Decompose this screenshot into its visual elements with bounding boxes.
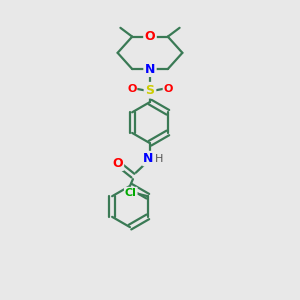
Text: N: N	[143, 152, 154, 165]
Text: O: O	[145, 30, 155, 43]
Text: N: N	[145, 62, 155, 76]
Text: Cl: Cl	[125, 188, 137, 198]
Text: O: O	[127, 84, 136, 94]
Text: O: O	[112, 157, 123, 170]
Text: O: O	[164, 84, 173, 94]
Text: H: H	[154, 154, 163, 164]
Text: S: S	[146, 84, 154, 97]
